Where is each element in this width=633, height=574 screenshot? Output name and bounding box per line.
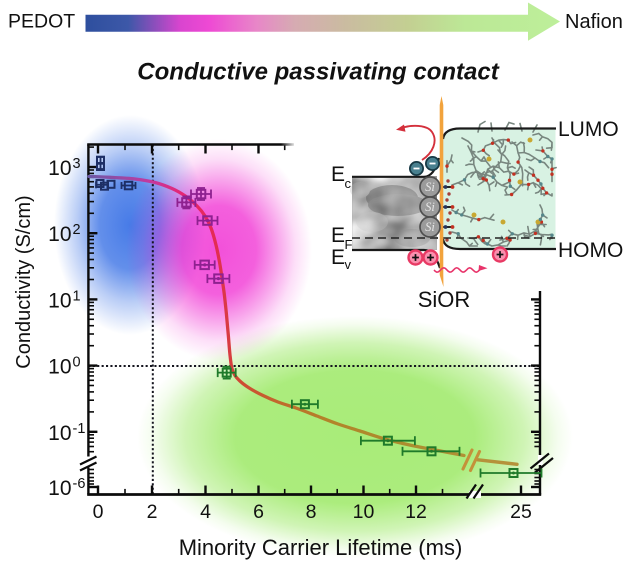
svg-text:10: 10 — [48, 157, 71, 180]
svg-text:-1: -1 — [73, 421, 86, 437]
svg-text:1: 1 — [73, 289, 81, 305]
svg-text:Minority Carrier Lifetime (ms): Minority Carrier Lifetime (ms) — [179, 535, 463, 560]
svg-text:10: 10 — [48, 223, 71, 246]
svg-text:Si: Si — [425, 180, 435, 194]
svg-text:-6: -6 — [73, 476, 86, 492]
svg-text:10: 10 — [353, 501, 375, 523]
svg-text:Si: Si — [425, 220, 435, 234]
svg-text:Si: Si — [425, 200, 435, 214]
svg-text:LUMO: LUMO — [558, 118, 619, 141]
svg-text:Nafion: Nafion — [565, 11, 623, 33]
svg-text:6: 6 — [253, 501, 264, 523]
svg-text:12: 12 — [405, 501, 427, 523]
svg-text:v: v — [345, 257, 352, 272]
svg-text:10: 10 — [48, 356, 71, 379]
svg-text:4: 4 — [200, 501, 211, 523]
svg-text:F: F — [345, 237, 353, 252]
svg-text:Conductive passivating contact: Conductive passivating contact — [137, 59, 499, 86]
svg-text:8: 8 — [306, 501, 317, 523]
svg-text:E: E — [331, 224, 345, 247]
svg-text:10: 10 — [48, 422, 71, 445]
svg-text:10: 10 — [48, 290, 71, 313]
svg-text:25: 25 — [510, 501, 532, 523]
svg-text:0: 0 — [73, 355, 81, 371]
svg-text:SiOR: SiOR — [418, 287, 471, 312]
svg-text:10: 10 — [48, 477, 71, 500]
svg-text:3: 3 — [73, 156, 81, 172]
svg-text:E: E — [331, 163, 345, 186]
svg-text:0: 0 — [93, 501, 104, 523]
svg-text:2: 2 — [147, 501, 158, 523]
svg-text:Conductivity (S/cm): Conductivity (S/cm) — [13, 195, 35, 368]
svg-text:PEDOT: PEDOT — [8, 11, 75, 33]
svg-text:HOMO: HOMO — [558, 239, 623, 262]
svg-text:2: 2 — [73, 222, 81, 238]
svg-text:E: E — [331, 246, 345, 269]
svg-text:c: c — [345, 176, 352, 191]
